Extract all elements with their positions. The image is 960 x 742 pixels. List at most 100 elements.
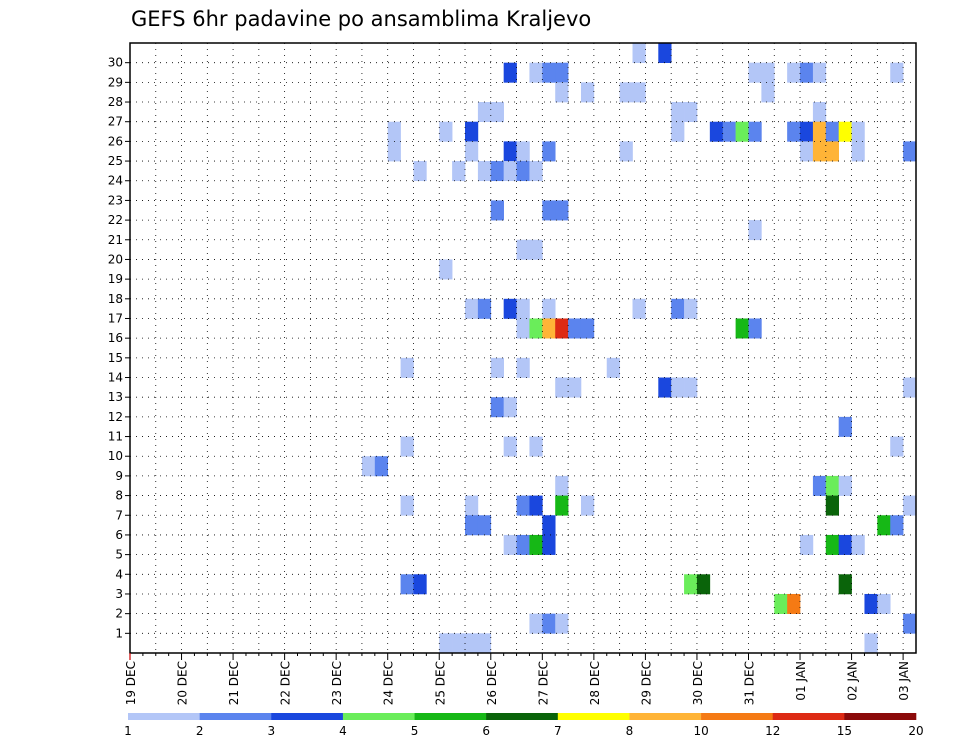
heatmap-cell (812, 102, 827, 123)
heatmap-cell (555, 318, 569, 339)
heatmap-cell (477, 633, 492, 654)
heatmap-cell (387, 121, 401, 142)
heatmap-cell (890, 436, 904, 457)
heatmap-cell (529, 534, 543, 555)
y-tick-label: 22 (108, 213, 123, 227)
heatmap-cell (735, 318, 749, 339)
heatmap-cell (800, 141, 814, 162)
colorbar-swatch (772, 713, 845, 720)
heatmap-cell (529, 613, 543, 634)
x-tick-label: 25 DEC (433, 661, 447, 705)
y-tick-label: 24 (108, 174, 123, 188)
y-tick-label: 7 (115, 508, 123, 522)
y-tick-label: 12 (108, 410, 123, 424)
heatmap-cell (851, 141, 865, 162)
heatmap-cell (787, 593, 801, 614)
heatmap-cell (812, 141, 827, 162)
y-tick-label: 18 (108, 292, 123, 306)
heatmap-cell (619, 141, 633, 162)
y-tick-label: 5 (115, 548, 123, 562)
heatmap-cell (529, 495, 543, 516)
colorbar-label: 5 (411, 724, 419, 738)
y-tick-label: 19 (108, 272, 123, 286)
y-tick-label: 2 (115, 607, 123, 621)
heatmap-cell (542, 141, 556, 162)
heatmap-cell (606, 357, 620, 378)
colorbar-swatch (629, 713, 702, 720)
y-tick-label: 30 (108, 56, 123, 70)
x-tick-label: 03 JAN (897, 661, 911, 701)
heatmap-cell (400, 436, 414, 457)
heatmap-cell (684, 574, 698, 595)
heatmap-cell (774, 593, 788, 614)
plot-frame (129, 42, 917, 654)
colorbar-label: 12 (765, 724, 780, 738)
heatmap-cell (568, 318, 582, 339)
y-tick-label: 23 (108, 193, 123, 207)
y-tick-label: 25 (108, 154, 123, 168)
colorbar-label: 4 (339, 724, 347, 738)
x-axis: 19 DEC 20 DEC 21 DEC 22 DEC 23 DEC 24 DEC 25 D… (124, 653, 911, 705)
y-tick-label: 27 (108, 115, 123, 129)
heatmap-cell (825, 534, 839, 555)
heatmap-cell (503, 298, 517, 319)
y-tick-label: 14 (108, 371, 123, 385)
y-tick-label: 6 (115, 528, 123, 542)
heatmap-cell (542, 62, 556, 83)
x-tick-label: 20 DEC (176, 661, 190, 705)
heatmap-cell (490, 357, 504, 378)
heatmap-cell (555, 62, 569, 83)
heatmap-cell (903, 141, 917, 162)
heatmap-cell (800, 534, 814, 555)
colorbar-swatch (486, 713, 559, 720)
heatmap-cell (580, 318, 595, 339)
x-tick-label: 23 DEC (330, 661, 344, 705)
heatmap-cell (671, 298, 685, 319)
colorbar-swatch (701, 713, 774, 720)
heatmap-cell (632, 43, 646, 63)
heatmap-cell (684, 298, 698, 319)
heatmap-cell (400, 574, 414, 595)
heatmap-cell (722, 121, 736, 142)
heatmap-cell (503, 534, 517, 555)
y-tick-label: 20 (108, 252, 123, 266)
heatmap-cell (671, 102, 685, 123)
heatmap-cell (439, 121, 453, 142)
heatmap-cell (838, 416, 852, 437)
heatmap-cell (696, 574, 711, 595)
heatmap-cell (465, 515, 479, 536)
x-tick-label: 27 DEC (536, 661, 550, 705)
heatmap-cell (400, 357, 414, 378)
heatmap-cell (890, 62, 904, 83)
colorbar-label: 8 (626, 724, 634, 738)
heatmap-cell (477, 298, 492, 319)
x-tick-label: 24 DEC (382, 661, 396, 705)
heatmap-cell (671, 121, 685, 142)
heatmap-cell (851, 534, 865, 555)
heatmap-cell (413, 574, 427, 595)
heatmap-cell (890, 515, 904, 536)
heatmap-cell (503, 161, 517, 182)
colorbar-label: 3 (267, 724, 275, 738)
colorbar-label: 2 (196, 724, 204, 738)
y-tick-label: 11 (108, 430, 123, 444)
heatmap-cell (516, 495, 530, 516)
heatmap-cell (503, 62, 517, 83)
heatmap-cell (361, 456, 376, 477)
heatmap-cell (413, 161, 427, 182)
y-tick-label: 13 (108, 390, 123, 404)
heatmap-cell (490, 397, 504, 418)
heatmap-cell (490, 102, 504, 123)
heatmap-cell (671, 377, 685, 398)
heatmap-cell (825, 475, 839, 496)
colorbar-swatch (271, 713, 344, 720)
heatmap-cell (477, 161, 492, 182)
colorbar-label: 15 (837, 724, 852, 738)
heatmap-cell (825, 141, 839, 162)
heatmap-cell (838, 574, 852, 595)
heatmap-cell (542, 298, 556, 319)
y-tick-label: 17 (108, 311, 123, 325)
heatmap-cell (516, 161, 530, 182)
y-tick-label: 9 (115, 469, 123, 483)
heatmap-cell (812, 475, 827, 496)
